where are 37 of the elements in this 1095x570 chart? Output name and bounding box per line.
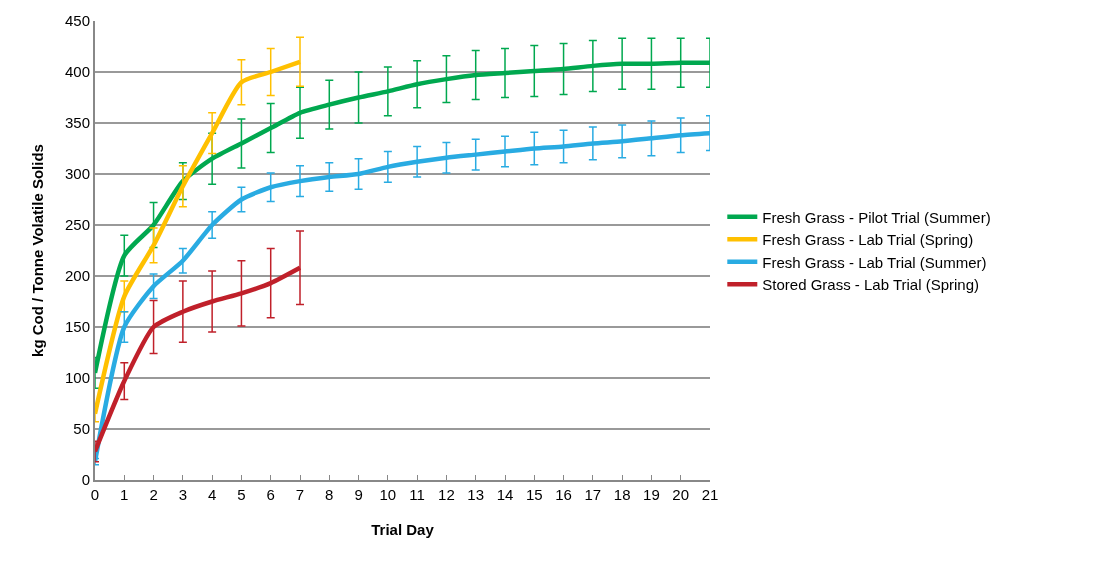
x-tick-label: 2 <box>149 486 158 503</box>
x-tick-label: 4 <box>207 486 217 503</box>
x-tick-label: 8 <box>325 486 334 503</box>
x-tick-label: 13 <box>467 486 485 503</box>
x-tick-label: 9 <box>354 486 363 503</box>
legend-label: Fresh Grass - Pilot Trial (Summer) <box>762 208 991 226</box>
y-tick-label: 0 <box>81 471 90 489</box>
x-tick-label: 14 <box>496 486 514 503</box>
legend-label: Stored Grass - Lab Trial (Spring) <box>762 276 980 294</box>
y-tick-label: 250 <box>64 216 90 234</box>
x-tick-label: 15 <box>525 486 543 503</box>
legend-label: Fresh Grass - Lab Trial (Spring) <box>762 231 974 249</box>
x-tick-label: 6 <box>266 486 275 503</box>
y-axis-title: kg Cod / Tonne Volatile Solids <box>28 144 46 357</box>
x-tick-label: 19 <box>643 486 660 503</box>
y-tick-label: 350 <box>64 114 90 132</box>
y-tick-label: 100 <box>64 369 90 387</box>
x-tick-label: 18 <box>613 486 631 503</box>
y-tick-label: 300 <box>64 165 90 183</box>
x-tick-label: 3 <box>178 486 188 503</box>
x-tick-label: 21 <box>701 486 719 503</box>
x-tick-label: 12 <box>438 486 455 503</box>
x-tick-label: 7 <box>295 486 305 503</box>
y-tick-label: 200 <box>64 267 90 285</box>
legend-label: Fresh Grass - Lab Trial (Summer) <box>762 253 987 271</box>
y-tick-label: 400 <box>64 63 90 81</box>
x-tick-label: 20 <box>672 486 690 503</box>
x-tick-label: 16 <box>555 486 572 503</box>
x-tick-label: 11 <box>409 486 425 503</box>
x-tick-label: 1 <box>120 486 129 503</box>
x-tick-label: 5 <box>237 486 246 503</box>
x-tick-label: 17 <box>584 486 602 503</box>
y-tick-label: 150 <box>64 318 90 336</box>
y-tick-label: 50 <box>73 420 90 438</box>
x-tick-label: 10 <box>379 486 397 503</box>
y-tick-label: 450 <box>64 12 90 30</box>
x-axis-title: Trial Day <box>371 520 435 538</box>
